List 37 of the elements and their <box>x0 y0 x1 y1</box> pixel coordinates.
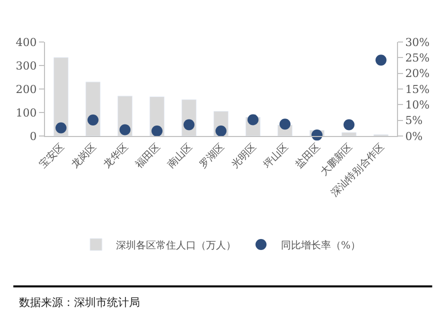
y2-tick-label: 0% <box>405 130 423 143</box>
point <box>376 54 386 66</box>
y-tick-label: 400 <box>16 36 37 49</box>
x-tick-label: 坪山区 <box>260 141 291 172</box>
x-tick-label: 宝安区 <box>36 141 67 171</box>
x-tick-label: 龙岗区 <box>68 141 99 171</box>
point <box>312 130 322 141</box>
y-tick-label: 0 <box>30 130 37 143</box>
x-tick-label: 龙华区 <box>100 141 131 171</box>
y2-tick-label: 20% <box>405 67 430 80</box>
x-tick-label: 盐田区 <box>292 141 323 171</box>
point <box>56 122 66 134</box>
legend-label: 深圳各区常住人口（万人） <box>116 239 236 252</box>
y2-tick-label: 15% <box>405 82 430 96</box>
y2-tick-label: 5% <box>405 114 423 128</box>
point <box>120 124 130 136</box>
bar <box>54 57 68 136</box>
point <box>216 125 226 136</box>
x-tick-label: 罗湖区 <box>196 141 227 171</box>
legend-label: 同比增长率（%） <box>281 239 361 252</box>
y2-tick-label: 10% <box>405 98 430 112</box>
y-tick-label: 100 <box>16 106 37 120</box>
y2-tick-label: 30% <box>405 36 430 49</box>
y-tick-label: 200 <box>16 82 37 96</box>
bar <box>342 132 356 136</box>
x-tick-label: 福田区 <box>132 141 163 171</box>
y-tick-label: 300 <box>16 59 37 72</box>
point <box>152 125 162 136</box>
y2-tick-label: 25% <box>405 52 430 65</box>
point <box>248 114 258 126</box>
point <box>344 119 354 130</box>
x-tick-label: 光明区 <box>228 141 259 171</box>
source-note: 数据来源：深圳市统计局 <box>19 296 140 309</box>
point <box>184 119 194 130</box>
point <box>88 114 98 126</box>
x-tick-label: 南山区 <box>164 141 195 171</box>
point <box>280 118 290 130</box>
